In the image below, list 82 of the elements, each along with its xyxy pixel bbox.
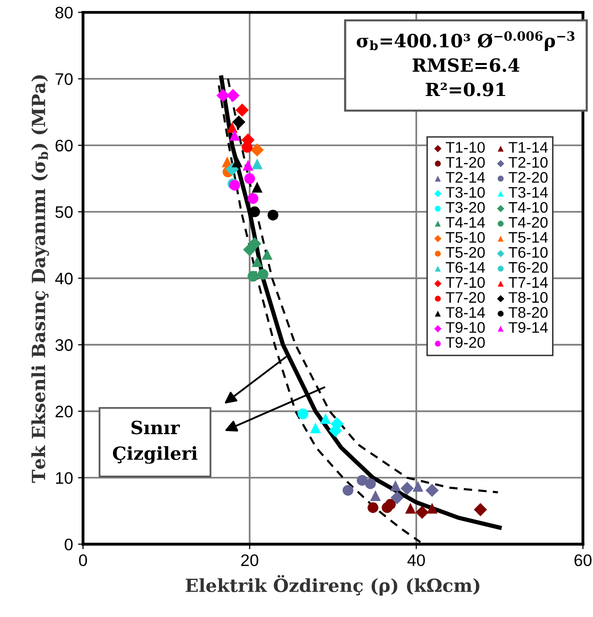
- legend-label: T2-10: [508, 156, 548, 168]
- x-axis-title: Elektrik Özdirenç (ρ) (kΩcm): [186, 575, 480, 596]
- legend-label: T6-14: [446, 262, 485, 273]
- point: [248, 270, 258, 282]
- legend-label: T5-10: [446, 232, 485, 243]
- annotation: Sınır Çizgileri: [112, 420, 198, 464]
- legend-label: T8-20: [508, 307, 548, 318]
- legend-label: T6-20: [508, 262, 548, 273]
- legend-label: T8-14: [446, 307, 485, 318]
- y-tick-label: 80: [55, 6, 73, 19]
- point: [244, 173, 256, 184]
- point: [232, 115, 246, 129]
- legend-label: T7-10: [446, 277, 485, 288]
- point: [252, 182, 263, 193]
- point: [400, 482, 414, 495]
- point: [370, 490, 381, 502]
- x-tick-label: 60: [574, 554, 592, 566]
- point: [236, 103, 249, 117]
- point: [310, 422, 321, 434]
- legend-label: T3-20: [446, 202, 485, 213]
- point: [262, 248, 273, 260]
- point: [252, 158, 263, 170]
- point: [242, 160, 254, 171]
- point: [342, 484, 354, 496]
- point: [320, 413, 331, 424]
- y-tick-label: 40: [55, 272, 73, 284]
- legend-label: T4-14: [446, 217, 485, 228]
- legend-label: T9-20: [446, 337, 485, 348]
- point: [405, 502, 416, 514]
- y-tick-label: 70: [56, 73, 73, 86]
- y-tick-label: 10: [56, 472, 73, 484]
- legend-label: T3-10: [446, 186, 485, 198]
- y-tick-label: 60: [56, 140, 73, 152]
- legend-label: T7-14: [508, 277, 548, 288]
- point: [242, 142, 253, 153]
- point: [249, 206, 260, 218]
- text: σ$_{b}$=400.10³ Ø$^{−0.006}$ρ$^{−3}$ RMSE=6.4 R²=0.91: [356, 31, 574, 96]
- legend-label: T2-20: [508, 172, 548, 183]
- legend-label: T9-14: [508, 322, 548, 333]
- y-tick-label: 50: [55, 206, 73, 218]
- point: [298, 408, 308, 420]
- legend-label: T4-20: [508, 217, 548, 228]
- legend-label: T5-20: [446, 247, 485, 258]
- point: [426, 484, 439, 497]
- legend-label: T6-10: [508, 247, 548, 258]
- y-tick-label: 30: [55, 339, 73, 351]
- legend-label: T7-20: [446, 292, 485, 303]
- point: [248, 237, 262, 250]
- point: [248, 193, 258, 204]
- point: [258, 268, 268, 280]
- x-tick-label: 20: [241, 554, 258, 566]
- point: [368, 502, 378, 514]
- legend-label: T1-14: [508, 142, 548, 153]
- point: [390, 491, 404, 504]
- point: [250, 143, 264, 157]
- legend-label: T4-10: [508, 202, 548, 213]
- point: [226, 88, 240, 102]
- point: [365, 478, 376, 490]
- y-tick-label: 0: [64, 538, 73, 550]
- x-tick-label: 0: [79, 554, 88, 566]
- point: [390, 480, 401, 492]
- point: [385, 498, 396, 510]
- point: [268, 210, 278, 220]
- point: [474, 503, 488, 516]
- legend-label: T3-14: [508, 186, 548, 198]
- point: [232, 156, 243, 168]
- legend-label: T1-10: [446, 142, 485, 153]
- point: [252, 256, 263, 268]
- legend-label: T9-10: [446, 322, 485, 333]
- legend-label: T5-14: [508, 232, 548, 243]
- point: [356, 474, 368, 486]
- point: [416, 506, 429, 519]
- point: [229, 130, 240, 141]
- y-axis-title: Tek Eksenli Basınç Dayanımı (σ$_{b}$) (MPa): [31, 75, 50, 483]
- legend-label: T2-14: [446, 172, 485, 183]
- point: [216, 88, 230, 102]
- point: [412, 480, 424, 492]
- legend-label: T1-20: [446, 156, 485, 168]
- point: [426, 502, 438, 514]
- y-tick-label: 20: [56, 406, 73, 418]
- legend-label: T8-10: [508, 292, 548, 303]
- x-tick-label: 40: [407, 554, 425, 566]
